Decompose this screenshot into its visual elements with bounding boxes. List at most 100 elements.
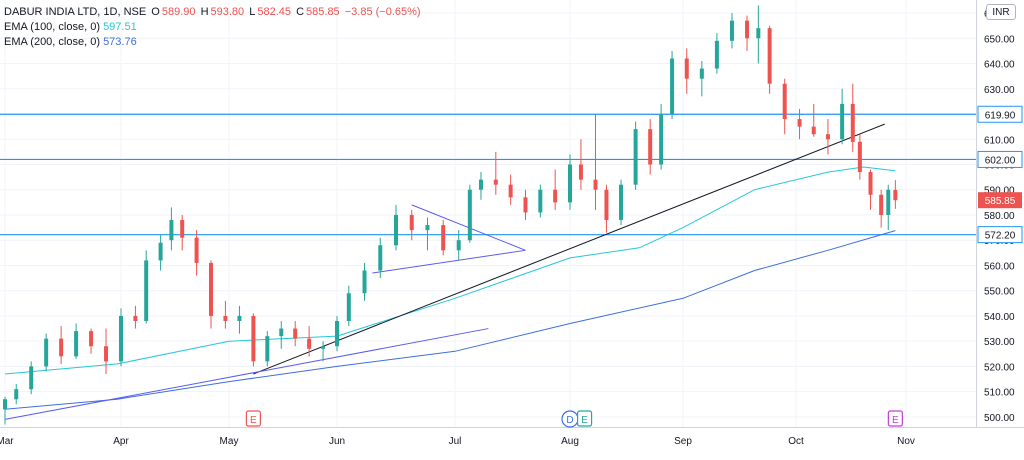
candle <box>59 326 64 364</box>
candle <box>633 121 638 190</box>
candle-body <box>553 189 558 203</box>
candle <box>335 315 339 352</box>
legend-ema100-label: EMA (100, close, 0) <box>4 21 100 33</box>
candle-body <box>209 262 213 316</box>
candle <box>378 237 383 279</box>
candle <box>74 323 79 359</box>
x-tick-label: Oct <box>788 436 804 447</box>
candle <box>265 331 270 367</box>
candle <box>508 174 513 205</box>
candle-body <box>729 20 734 41</box>
ema100-line <box>4 166 896 375</box>
event-marker-label: E <box>892 415 899 426</box>
candle <box>44 333 49 372</box>
candle-body <box>633 129 638 185</box>
candle <box>893 180 898 209</box>
candle-body <box>850 103 855 142</box>
candle <box>684 48 689 94</box>
legend-ema200-row[interactable]: EMA (200, close, 0) 573.76 <box>4 35 423 50</box>
candle-body <box>119 315 123 362</box>
candle-body <box>699 68 704 79</box>
candle <box>441 220 446 256</box>
candle <box>593 114 598 210</box>
candle-body <box>194 237 199 263</box>
candle <box>169 207 174 251</box>
candle <box>293 320 298 347</box>
candle-body <box>767 28 772 84</box>
y-tick-label: 530.00 <box>984 337 1015 348</box>
candle-body <box>714 40 719 69</box>
candle-body <box>362 270 367 294</box>
candle <box>279 320 284 349</box>
candle <box>886 184 891 231</box>
candle <box>619 179 624 226</box>
candle-body <box>335 320 339 347</box>
candle-body <box>756 28 761 39</box>
candle-body <box>237 315 242 321</box>
last-price-label: 585.85 <box>985 196 1016 207</box>
candle-body <box>144 260 149 321</box>
candle <box>104 328 109 374</box>
legend-low: 582.45 <box>257 6 292 18</box>
y-tick-label: 560.00 <box>984 261 1015 272</box>
event-marker-dividend: D <box>561 410 579 428</box>
legend-ema100-value: 597.51 <box>103 21 137 33</box>
legend: DABUR INDIA LTD, 1D, NSE O 589.90 H 593.80… <box>4 5 423 50</box>
candle-body <box>593 179 598 190</box>
legend-symbol[interactable]: DABUR INDIA LTD, 1D, NSE <box>4 6 147 18</box>
candle <box>321 341 326 362</box>
candle-body <box>868 172 873 195</box>
candle <box>409 209 414 241</box>
candle <box>425 217 430 251</box>
candle <box>307 326 312 357</box>
candle-body <box>538 189 543 213</box>
candle <box>237 305 242 334</box>
legend-high-label: H <box>200 6 209 18</box>
candle-body <box>478 179 483 190</box>
candle-body <box>670 58 675 115</box>
legend-change: −3.85 (−0.65%) <box>344 6 421 18</box>
x-tick-label: Mar <box>0 436 14 447</box>
candle-body <box>811 126 816 135</box>
currency-button[interactable]: INR <box>986 4 1016 20</box>
event-marker-label: D <box>566 415 573 426</box>
candle-body <box>251 315 256 362</box>
grid <box>0 0 976 427</box>
candle-body <box>44 338 49 367</box>
legend-close: 585.85 <box>306 6 340 18</box>
ema-lines <box>4 166 896 410</box>
candle <box>648 119 653 175</box>
y-tick-label: 500.00 <box>984 413 1015 424</box>
earnings-marker-shape <box>887 410 903 427</box>
level-label-box <box>977 105 1023 123</box>
candle-body <box>265 336 270 362</box>
candle <box>394 204 398 251</box>
level-label: 602.00 <box>985 155 1016 166</box>
candle-body <box>378 245 383 271</box>
candle-body <box>321 346 326 349</box>
candle <box>659 103 664 170</box>
candle-body <box>29 366 34 390</box>
level-label: 572.20 <box>985 231 1016 242</box>
candle <box>456 230 461 261</box>
candle <box>767 25 772 94</box>
y-tick-label: 590.00 <box>984 186 1015 197</box>
candle-body <box>782 83 787 120</box>
triangle-lower <box>372 249 526 274</box>
candle-body <box>659 114 664 165</box>
candle <box>478 172 483 200</box>
x-tick-label: Aug <box>561 436 579 447</box>
candle-body <box>158 242 163 261</box>
candle <box>14 384 19 405</box>
candle-body <box>180 220 185 238</box>
candles <box>3 5 898 425</box>
legend-ema100-row[interactable]: EMA (100, close, 0) 597.51 <box>4 20 423 35</box>
candle <box>29 361 34 395</box>
candle-body <box>467 189 472 241</box>
candle <box>797 108 802 140</box>
candle <box>745 15 750 51</box>
candle <box>670 50 675 120</box>
